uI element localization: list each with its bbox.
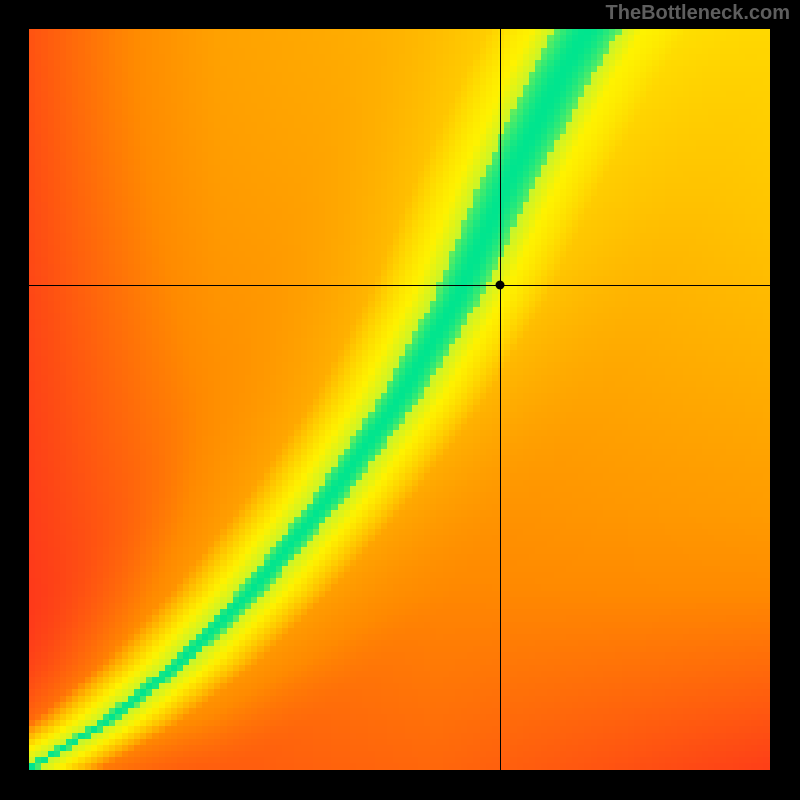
crosshair-horizontal (29, 285, 771, 286)
watermark-text: TheBottleneck.com (606, 2, 790, 25)
heatmap-chart (29, 29, 771, 771)
crosshair-vertical (500, 29, 501, 771)
heatmap-grid (29, 29, 771, 771)
marker-dot (496, 280, 505, 289)
